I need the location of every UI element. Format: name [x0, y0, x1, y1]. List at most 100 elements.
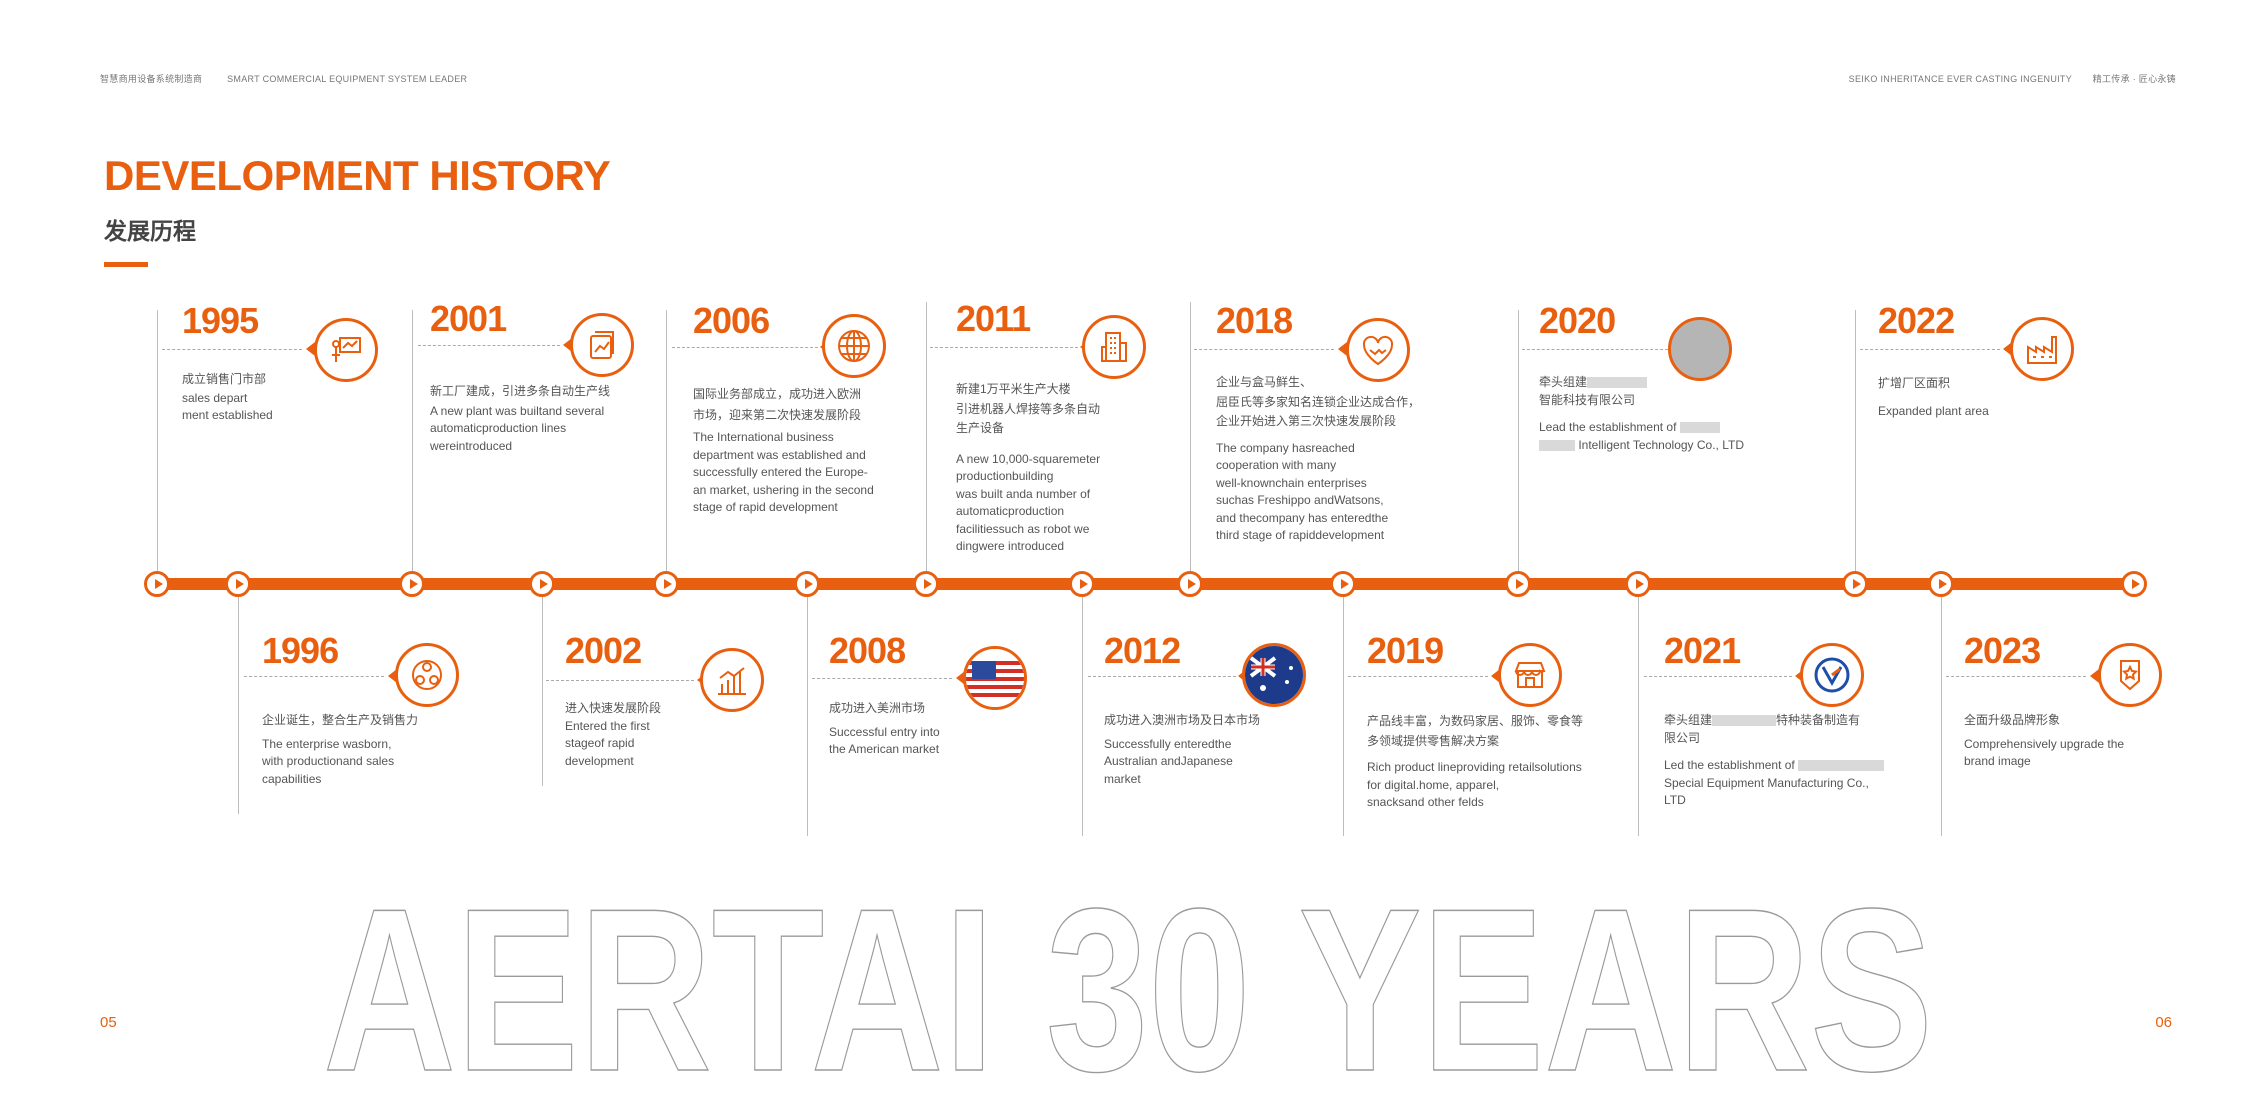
milestone-en: Entered the first stageof rapid developm…	[565, 718, 650, 768]
timeline-node[interactable]	[1928, 571, 1954, 597]
network-icon	[395, 643, 459, 707]
milestone-text: 全面升级品牌形象 Comprehensively upgrade the bra…	[1964, 712, 2164, 771]
redacted-name	[1798, 760, 1885, 772]
milestone-zh: 全面升级品牌形象	[1964, 713, 2061, 727]
milestone-year: 2020	[1539, 300, 1616, 341]
milestone-text: 国际业务部成立，成功进入欧洲 市场，迎来第二次快速发展阶段 The Intern…	[693, 384, 933, 517]
dashed-leader	[812, 678, 952, 679]
milestone-year: 1995	[182, 300, 259, 341]
dashed-leader	[546, 680, 694, 681]
milestone-zh: 新建1万平米生产大楼 引进机器人焊接等多条自动 生产设备	[956, 382, 1101, 435]
milestone-en: A new plant was builtand several automat…	[430, 403, 605, 453]
handshake-icon	[1346, 318, 1410, 382]
timeline-node[interactable]	[1069, 571, 1095, 597]
milestone-year: 2019	[1367, 630, 1444, 671]
icon-pointer	[2090, 669, 2099, 683]
dashed-leader	[244, 676, 384, 677]
connector-line	[1190, 302, 1191, 582]
milestone-text: 成立销售门市部 sales depart ment established	[182, 371, 382, 425]
milestone-en: sales depart ment established	[182, 390, 273, 423]
timeline-node[interactable]	[1842, 571, 1868, 597]
milestone-year: 2001	[430, 298, 507, 339]
milestone-text: 企业诞生，整合生产及销售力 The enterprise wasborn, wi…	[262, 712, 482, 788]
icon-pointer	[956, 671, 965, 685]
timeline-node[interactable]	[225, 571, 251, 597]
timeline-node[interactable]	[1330, 571, 1356, 597]
header-left: 智慧商用设备系统制造商 SMART COMMERCIAL EQUIPMENT S…	[100, 72, 489, 85]
milestone-zh: 扩增厂区面积	[1878, 376, 1951, 390]
timeline-node[interactable]	[2121, 571, 2147, 597]
milestone-year: 2006	[693, 300, 770, 341]
icon-pointer	[306, 342, 315, 356]
dashed-leader	[1946, 676, 2086, 677]
dashed-leader	[930, 347, 1078, 348]
redacted-name	[1539, 439, 1575, 451]
milestone-zh: 成立销售门市部	[182, 372, 267, 386]
dashed-leader	[1194, 349, 1334, 350]
icon-pointer	[2003, 342, 2012, 356]
milestone-year: 2008	[829, 630, 906, 671]
dashed-leader	[1088, 676, 1236, 677]
milestone-en: The company hasreached cooperation with …	[1216, 440, 1389, 543]
milestone-zh: 成功进入美洲市场	[829, 701, 926, 715]
connector-line	[1518, 310, 1519, 582]
factory-icon	[2010, 317, 2074, 381]
milestone-en: The International business department wa…	[693, 430, 874, 514]
milestone-year: 2002	[565, 630, 642, 671]
connector-line	[1855, 310, 1856, 582]
icon-pointer	[1491, 669, 1500, 683]
timeline-node[interactable]	[913, 571, 939, 597]
timeline-node[interactable]	[1177, 571, 1203, 597]
milestone-zh: 牵头组建	[1664, 713, 1713, 727]
page-number-left: 05	[100, 1014, 117, 1031]
milestone-en: Comprehensively upgrade the brand image	[1964, 736, 2125, 769]
timeline-node[interactable]	[794, 571, 820, 597]
milestone-year: 2022	[1878, 300, 1955, 341]
timeline-node[interactable]	[529, 571, 555, 597]
milestone-en: Special Equipment Manufacturing Co., LTD	[1664, 775, 1869, 808]
header-right-zh: 精工传承 · 匠心永铸	[2092, 74, 2176, 84]
milestone-zh: 牵头组建	[1539, 375, 1588, 389]
logo-placeholder-icon	[1668, 317, 1732, 381]
connector-line	[926, 302, 927, 582]
milestone-text: 牵头组建 智能科技有限公司 Lead the establishment of …	[1539, 374, 1799, 454]
anniversary-outline-text: AERTAI 30 YEARS	[322, 898, 1933, 1078]
milestone-text: 新工厂建成，引进多条自动生产线 A new plant was builtand…	[430, 383, 670, 455]
connector-line	[1941, 588, 1942, 836]
dashed-leader	[1860, 349, 2000, 350]
milestone-text: 成功进入澳洲市场及日本市场 Successfully enteredthe Au…	[1104, 712, 1304, 788]
growth-chart-icon	[700, 648, 764, 712]
milestone-en: A new 10,000-squaremeter productionbuild…	[956, 451, 1101, 554]
dashed-leader	[418, 345, 560, 346]
milestone-en: Lead the establishment of	[1539, 420, 1677, 434]
milestone-text: 进入快速发展阶段 Entered the first stageof rapid…	[565, 700, 725, 770]
australia-flag-icon	[1242, 643, 1306, 707]
store-icon	[1498, 643, 1562, 707]
milestone-text: 企业与盒马鲜生、 屈臣氏等多家知名连锁企业达成合作， 企业开始进入第三次快速发展…	[1216, 373, 1476, 545]
milestone-en: The enterprise wasborn, with productiona…	[262, 736, 395, 786]
milestone-year: 2021	[1664, 630, 1741, 671]
milestone-text: 牵头组建 特种装备制造有 限公司 Led the establishment of…	[1664, 712, 1924, 810]
timeline-node[interactable]	[653, 571, 679, 597]
connector-line	[157, 310, 158, 582]
dashed-leader	[162, 349, 302, 350]
timeline-node[interactable]	[399, 571, 425, 597]
milestone-text: 新建1万平米生产大楼 引进机器人焊接等多条自动 生产设备 A new 10,00…	[956, 380, 1196, 556]
milestone-text: 成功进入美洲市场 Successful entry into the Ameri…	[829, 700, 1009, 759]
redacted-name	[1587, 377, 1648, 389]
title-underline	[104, 262, 148, 267]
milestone-zh: 企业诞生，整合生产及销售力	[262, 713, 419, 727]
timeline-node[interactable]	[144, 571, 170, 597]
milestone-year: 2018	[1216, 300, 1293, 341]
timeline-node[interactable]	[1505, 571, 1531, 597]
connector-line	[1638, 588, 1639, 836]
connector-line	[412, 310, 413, 582]
milestone-year: 2023	[1964, 630, 2041, 671]
header-left-en: SMART COMMERCIAL EQUIPMENT SYSTEM LEADER	[227, 74, 468, 84]
header-right-en: SEIKO INHERITANCE EVER CASTING INGENUITY	[1848, 74, 2072, 84]
timeline-node[interactable]	[1625, 571, 1651, 597]
header-left-zh: 智慧商用设备系统制造商	[100, 74, 203, 84]
dashed-leader	[1522, 349, 1668, 350]
milestone-en: Led the establishment of	[1664, 758, 1795, 772]
redacted-name	[1712, 715, 1777, 727]
